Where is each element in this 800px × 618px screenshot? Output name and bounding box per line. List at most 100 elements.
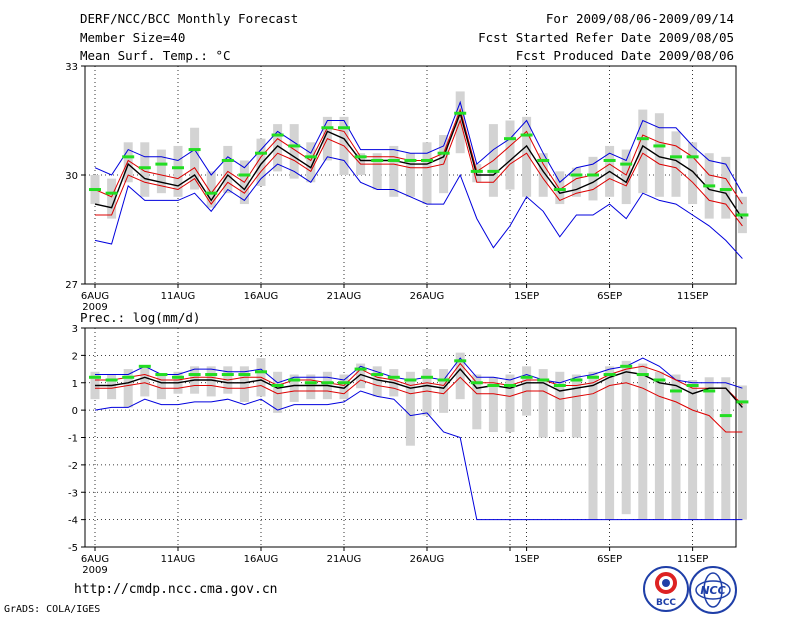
spread-box xyxy=(505,374,515,433)
grads-credit: GrADS: COLA/IGES xyxy=(4,604,101,615)
x-tick-label: 11SEP xyxy=(677,291,708,302)
fcst-produced-date: Fcst Produced Date 2009/08/06 xyxy=(515,48,734,63)
spread-box xyxy=(356,363,366,389)
series-max-line xyxy=(95,357,743,389)
spread-box xyxy=(505,120,515,190)
y-tick-label: 27 xyxy=(65,280,78,291)
spread-box xyxy=(472,374,482,430)
spread-box xyxy=(239,366,249,402)
spread-box xyxy=(422,142,432,205)
spread-box xyxy=(688,142,698,205)
spread-box xyxy=(173,145,183,197)
y-tick-label: 0 xyxy=(72,406,78,417)
y-tick-label: 30 xyxy=(65,171,78,182)
spread-box xyxy=(306,374,316,400)
x-tick-label: 6AUG xyxy=(81,554,109,565)
spread-box xyxy=(638,363,648,520)
spread-box xyxy=(140,142,150,197)
y-tick-label: 2 xyxy=(72,351,78,362)
x-tick-label: 11AUG xyxy=(161,291,196,302)
x-year-label: 2009 xyxy=(82,302,107,313)
fcst-started-date: Fcst Started Refer Date 2009/08/05 xyxy=(478,30,734,45)
y-tick-label: -1 xyxy=(68,434,78,445)
spread-box xyxy=(156,374,166,400)
series-mean-line xyxy=(95,368,743,408)
x-tick-label: 26AUG xyxy=(410,554,445,565)
spread-box xyxy=(671,374,681,520)
y-tick-label: -4 xyxy=(68,516,78,527)
spread-box xyxy=(306,142,316,183)
spread-box xyxy=(206,171,216,208)
spread-box xyxy=(654,113,664,197)
spread-box xyxy=(688,380,698,520)
spread-box xyxy=(455,352,465,400)
series-min-line xyxy=(94,390,743,521)
spread-box xyxy=(605,366,615,520)
top-panel-variable: Mean Surf. Temp.: °C xyxy=(80,48,231,63)
x-tick-label: 11SEP xyxy=(677,554,708,565)
spread-box xyxy=(289,374,299,402)
spread-box xyxy=(588,371,598,520)
spread-box xyxy=(555,171,565,205)
spread-box xyxy=(588,156,598,201)
series-sd_upper-line xyxy=(95,362,743,405)
spread-box xyxy=(737,385,747,520)
series-min-line xyxy=(94,156,743,259)
spread-box xyxy=(522,116,532,197)
ncc-logo-icon: NCC xyxy=(689,566,737,614)
spread-box xyxy=(555,371,565,433)
y-tick-label: -3 xyxy=(68,488,78,499)
spread-box xyxy=(107,374,117,400)
spread-box xyxy=(571,374,581,438)
x-tick-label: 21AUG xyxy=(327,554,362,565)
spread-box xyxy=(107,178,117,219)
source-url[interactable]: http://cmdp.ncc.cma.gov.cn xyxy=(74,582,278,597)
spread-box xyxy=(190,127,200,190)
series-mean-line xyxy=(94,110,743,219)
bottom-panel-variable: Prec.: log(mm/d) xyxy=(80,310,201,325)
series-max-line xyxy=(94,100,743,194)
spread-box xyxy=(372,366,382,397)
x-tick-label: 1SEP xyxy=(514,291,539,302)
spread-box xyxy=(273,371,283,413)
precipitation-panel: -5 -4 -3 -2 -1 0 1 2 3 6AUG 11AUG 16AUG 21AUG 26AUG 1S… xyxy=(68,324,749,576)
spread-box xyxy=(223,145,233,194)
x-tick-label: 16AUG xyxy=(244,291,279,302)
x-tick-label: 1SEP xyxy=(514,554,539,565)
bcc-logo-icon: BCC xyxy=(643,566,689,612)
bcc-logo-text: BCC xyxy=(656,598,676,608)
spread-box xyxy=(140,366,150,397)
spread-box xyxy=(256,138,266,186)
y-tick-label: 3 xyxy=(72,324,78,335)
spread-box xyxy=(405,153,415,197)
spread-box xyxy=(405,371,415,446)
spread-box xyxy=(273,124,283,172)
ncc-logo-text: NCC xyxy=(700,584,725,597)
spread-box xyxy=(538,153,548,197)
spread-box xyxy=(621,149,631,205)
spread-box xyxy=(123,142,133,183)
y-tick-label: 33 xyxy=(65,62,78,73)
y-tick-label: 1 xyxy=(72,379,78,390)
spread-box xyxy=(671,131,681,197)
spread-box xyxy=(289,124,299,179)
spread-box xyxy=(422,369,432,416)
spread-box xyxy=(439,369,449,413)
x-year-label: 2009 xyxy=(82,565,107,576)
spread-box xyxy=(123,369,133,408)
series-sd_lower-line xyxy=(95,376,743,433)
spread-box xyxy=(638,109,648,194)
spread-box xyxy=(389,145,399,197)
spread-box xyxy=(654,371,664,520)
y-tick-label: -2 xyxy=(68,461,78,472)
spread-box xyxy=(372,153,382,190)
x-tick-label: 6SEP xyxy=(597,554,622,565)
x-tick-label: 6AUG xyxy=(81,291,109,302)
x-tick-label: 16AUG xyxy=(244,554,279,565)
spread-box xyxy=(704,377,714,520)
x-tick-label: 21AUG xyxy=(327,291,362,302)
member-size: Member Size=40 xyxy=(80,30,186,45)
x-tick-label: 11AUG xyxy=(161,554,196,565)
spread-box xyxy=(721,377,731,520)
